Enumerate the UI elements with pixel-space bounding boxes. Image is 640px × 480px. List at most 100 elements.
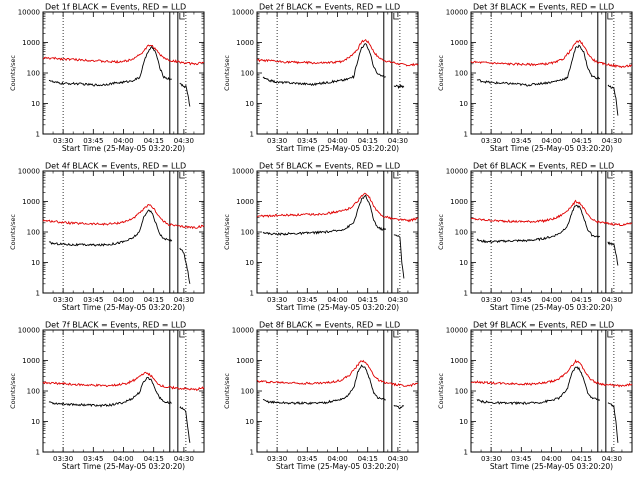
- x-tick-label: 03:30: [267, 455, 287, 463]
- lld-rate-line: [42, 44, 205, 66]
- x-axis-label: Start Time (25-May-05 03:20:20): [490, 144, 613, 153]
- x-tick-label: 04:00: [113, 296, 133, 304]
- panel-det-4f: Det 4f BLACK = Events, RED = LLD 1 10 100 10…: [9, 162, 205, 312]
- x-axis-label: Start Time (25-May-05 03:20:20): [276, 462, 399, 471]
- panel-title: Det 9f BLACK = Events, RED = LLD: [473, 321, 614, 330]
- events-rate-line: [262, 43, 386, 87]
- y-tick-label: 100: [27, 388, 40, 396]
- events-rate-line: [48, 45, 172, 87]
- x-tick-label: 04:30: [388, 296, 408, 304]
- y-tick-label: 10: [245, 418, 254, 426]
- x-tick-label: 03:45: [511, 296, 531, 304]
- y-tick-label: 10000: [18, 327, 40, 335]
- lld-rate-line: [42, 371, 205, 392]
- events-rate-line: [393, 84, 405, 90]
- y-axis-label: Counts/sec: [437, 373, 445, 409]
- x-tick-label: 04:15: [144, 137, 164, 145]
- x-tick-label: 03:30: [267, 137, 287, 145]
- y-axis-label: Counts/sec: [223, 214, 231, 250]
- y-tick-label: 1: [464, 290, 468, 298]
- x-tick-label: 03:45: [297, 455, 317, 463]
- y-axis-label: Counts/sec: [9, 55, 17, 91]
- y-tick-label: 1000: [236, 39, 254, 47]
- y-tick-label: 1: [36, 290, 40, 298]
- y-tick-label: 10: [31, 418, 40, 426]
- y-tick-label: 100: [455, 229, 468, 237]
- panel-title: Det 1f BLACK = Events, RED = LLD: [45, 3, 186, 12]
- x-axis-label: Start Time (25-May-05 03:20:20): [62, 462, 185, 471]
- interval-bracket-mark: [393, 331, 399, 338]
- events-rate-line: [607, 402, 619, 443]
- x-tick-label: 04:30: [602, 296, 622, 304]
- panel-det-3f: Det 3f BLACK = Events, RED = LLD 1 10 100 10…: [437, 3, 633, 153]
- interval-bracket-mark: [607, 331, 613, 338]
- events-rate-line: [476, 366, 601, 406]
- interval-bracket-mark: [179, 172, 185, 179]
- events-rate-line: [476, 204, 601, 244]
- y-tick-label: 100: [27, 70, 40, 78]
- y-tick-label: 10000: [232, 168, 254, 176]
- x-tick-label: 03:30: [481, 455, 501, 463]
- lld-rate-line: [256, 192, 419, 223]
- x-tick-label: 04:30: [388, 137, 408, 145]
- x-tick-label: 04:15: [358, 137, 378, 145]
- x-tick-label: 03:45: [83, 137, 103, 145]
- x-tick-label: 04:30: [602, 455, 622, 463]
- interval-bracket-mark: [393, 13, 399, 20]
- y-tick-label: 10: [459, 259, 468, 267]
- x-axis-label: Start Time (25-May-05 03:20:20): [276, 303, 399, 312]
- events-rate-line: [179, 247, 191, 284]
- x-tick-label: 03:45: [511, 455, 531, 463]
- panel-title: Det 3f BLACK = Events, RED = LLD: [473, 3, 614, 12]
- x-tick-label: 04:00: [113, 137, 133, 145]
- x-tick-label: 04:00: [541, 296, 561, 304]
- panel-title: Det 5f BLACK = Events, RED = LLD: [259, 162, 400, 171]
- x-tick-label: 03:30: [53, 296, 73, 304]
- x-tick-label: 03:45: [83, 455, 103, 463]
- x-tick-label: 04:00: [327, 137, 347, 145]
- panel-title: Det 6f BLACK = Events, RED = LLD: [473, 162, 614, 171]
- panel-det-5f: Det 5f BLACK = Events, RED = LLD 1 10 100 10…: [223, 162, 419, 312]
- plot-frame: [470, 329, 633, 453]
- panel-det-1f: Det 1f BLACK = Events, RED = LLD 1 10 100 10…: [9, 3, 205, 153]
- y-tick-label: 10: [459, 418, 468, 426]
- panel-title: Det 2f BLACK = Events, RED = LLD: [259, 3, 400, 12]
- x-tick-label: 04:30: [388, 455, 408, 463]
- x-tick-label: 04:00: [113, 455, 133, 463]
- y-tick-label: 10000: [446, 327, 468, 335]
- x-tick-label: 04:15: [144, 296, 164, 304]
- lld-rate-line: [471, 359, 633, 388]
- x-tick-label: 04:30: [174, 455, 194, 463]
- interval-bracket-mark: [179, 13, 185, 20]
- x-tick-label: 03:45: [511, 137, 531, 145]
- events-rate-line: [48, 376, 172, 408]
- interval-bracket-mark: [393, 172, 399, 179]
- y-tick-label: 1: [250, 449, 254, 457]
- x-tick-label: 04:15: [358, 296, 378, 304]
- panel-title: Det 4f BLACK = Events, RED = LLD: [45, 162, 186, 171]
- events-rate-line: [179, 406, 191, 443]
- x-tick-label: 04:00: [327, 296, 347, 304]
- y-tick-label: 1000: [22, 39, 40, 47]
- lld-rate-line: [256, 359, 419, 388]
- y-tick-label: 100: [455, 388, 468, 396]
- plot-frame: [256, 11, 419, 135]
- events-rate-line: [262, 194, 387, 236]
- panel-title: Det 8f BLACK = Events, RED = LLD: [259, 321, 400, 330]
- events-rate-line: [476, 44, 601, 87]
- events-rate-line: [393, 404, 405, 410]
- lld-rate-line: [470, 39, 633, 69]
- x-tick-label: 04:00: [327, 455, 347, 463]
- x-tick-label: 04:15: [144, 455, 164, 463]
- x-tick-label: 04:15: [572, 137, 592, 145]
- events-rate-line: [607, 84, 619, 116]
- y-axis-label: Counts/sec: [437, 55, 445, 91]
- x-tick-label: 03:45: [83, 296, 103, 304]
- interval-bracket-mark: [179, 331, 185, 338]
- y-tick-label: 10000: [232, 9, 254, 17]
- x-axis-label: Start Time (25-May-05 03:20:20): [490, 462, 613, 471]
- y-tick-label: 1: [36, 449, 40, 457]
- y-axis-label: Counts/sec: [9, 214, 17, 250]
- y-tick-label: 1: [250, 131, 254, 139]
